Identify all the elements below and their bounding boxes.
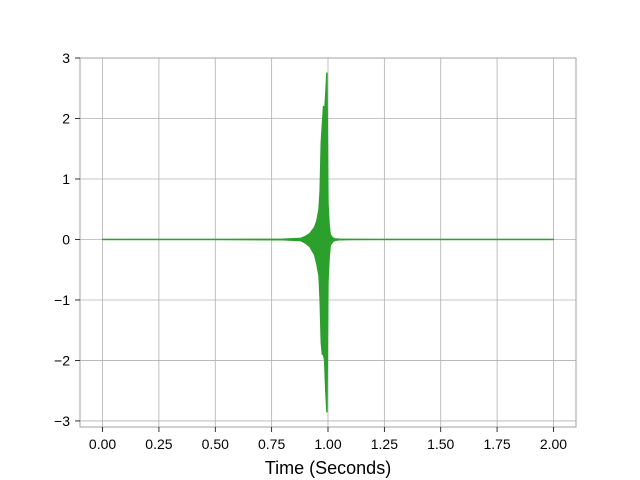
y-tick-label: 1 (62, 171, 70, 187)
x-tick-label: 1.50 (427, 436, 454, 452)
x-axis: 0.00 0.25 0.50 0.75 1.00 1.25 1.50 1.75 2.00 (89, 427, 567, 452)
plot-area (101, 72, 555, 413)
x-axis-label: Time (Seconds) (265, 458, 391, 478)
x-tick-label: 1.00 (314, 436, 341, 452)
x-tick-label: 0.75 (258, 436, 285, 452)
y-tick-label: 3 (62, 50, 70, 66)
x-tick-label: 0.25 (145, 436, 172, 452)
signal-envelope (101, 72, 555, 413)
x-tick-label: 2.00 (540, 436, 567, 452)
x-tick-label: 1.25 (371, 436, 398, 452)
y-tick-label: −3 (54, 413, 70, 429)
x-tick-label: 0.00 (89, 436, 116, 452)
y-axis: −3 −2 −1 0 1 2 3 (54, 50, 80, 429)
x-tick-label: 1.75 (483, 436, 510, 452)
x-tick-label: 0.50 (202, 436, 229, 452)
y-tick-label: 2 (62, 110, 70, 126)
y-tick-label: −2 (54, 352, 70, 368)
y-tick-label: −1 (54, 292, 70, 308)
y-tick-label: 0 (62, 231, 70, 247)
